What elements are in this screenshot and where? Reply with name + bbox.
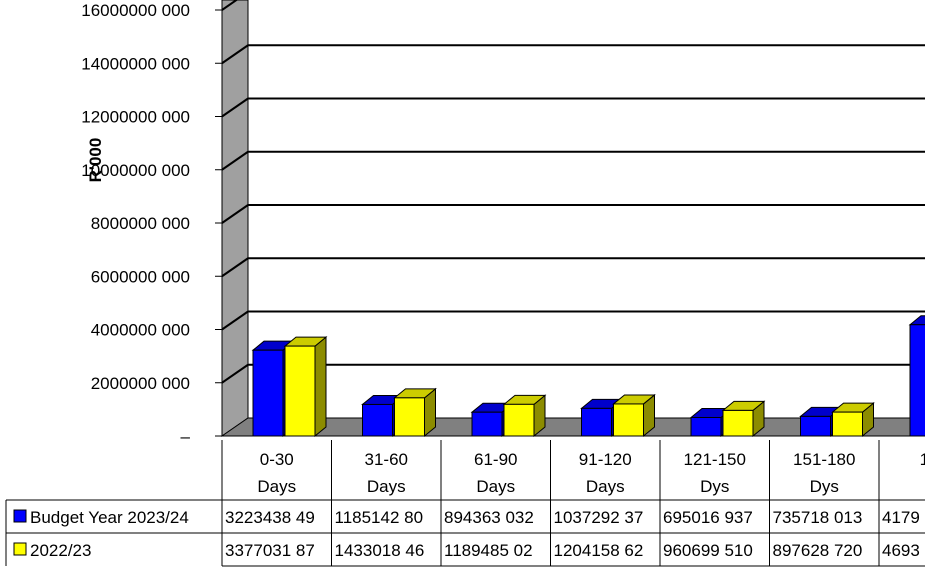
category-label: 0-30 [260, 450, 294, 469]
gridline-diagonal [221, 0, 239, 11]
category-label: Days [257, 477, 296, 496]
data-label: 695016 937 [663, 508, 753, 527]
category-label: Dys [810, 477, 839, 496]
chart-left-wall [221, 0, 249, 437]
y-tick-label: 6000000 000 [91, 267, 190, 286]
data-label: 1433018 46 [335, 541, 425, 560]
data-label: 4693 [882, 541, 920, 560]
y-tick-label: 4000000 000 [91, 321, 190, 340]
data-label: 4179 [882, 508, 920, 527]
data-label: 3377031 87 [225, 541, 315, 560]
y-tick-label: 12000000 000 [81, 108, 190, 127]
data-label: 1037292 37 [554, 508, 644, 527]
bar-top [908, 315, 925, 326]
data-label: 1204158 62 [554, 541, 644, 560]
bar [252, 349, 284, 437]
data-label: 897628 720 [773, 541, 863, 560]
bar [471, 411, 503, 437]
bar-side [314, 336, 327, 438]
y-axis-title: R'000 [86, 138, 105, 183]
bar [800, 415, 831, 437]
gridline-diagonal [221, 150, 249, 171]
y-tick-label: – [181, 427, 191, 446]
gridline-diagonal [221, 204, 249, 224]
bar [832, 411, 863, 437]
bar [581, 407, 612, 437]
legend-label: Budget Year 2023/24 [30, 508, 189, 527]
y-tick-label: 14000000 000 [81, 54, 190, 73]
category-label: Days [476, 477, 515, 496]
bar [394, 397, 425, 437]
y-tick-label: 2000000 000 [91, 374, 190, 393]
category-label: Dys [700, 477, 729, 496]
bar [362, 403, 393, 437]
bar [909, 324, 925, 437]
legend-swatch [13, 509, 27, 523]
category-label: 61-90 [474, 450, 517, 469]
category-label: Days [367, 477, 406, 496]
data-label: 3223438 49 [225, 508, 315, 527]
gridline-diagonal [221, 44, 249, 65]
bar [284, 345, 316, 437]
category-label: Days [586, 477, 625, 496]
category-label: 91-120 [579, 450, 632, 469]
gridline-diagonal [221, 363, 249, 384]
category-label: 31-60 [365, 450, 408, 469]
gridline-diagonal [221, 97, 249, 118]
gridline-diagonal [221, 257, 249, 278]
y-tick-label: 16000000 000 [81, 1, 190, 20]
y-tick-label: 10000000 000 [81, 161, 190, 180]
bar [722, 409, 754, 437]
category-label: 181 [920, 450, 925, 469]
category-label: 121-150 [684, 450, 746, 469]
data-label: 1185142 80 [335, 508, 424, 527]
category-label: 151-180 [793, 450, 855, 469]
data-label: 735718 013 [773, 508, 863, 527]
data-label: 894363 032 [444, 508, 534, 527]
legend-swatch [13, 542, 27, 556]
bar [613, 403, 644, 437]
data-label: 960699 510 [663, 541, 753, 560]
bar [690, 416, 722, 437]
bar [503, 403, 535, 437]
y-tick-label: 8000000 000 [91, 214, 190, 233]
data-label: 1189485 02 [444, 541, 533, 560]
gridline-diagonal [221, 310, 249, 331]
legend-label: 2022/23 [30, 541, 91, 560]
